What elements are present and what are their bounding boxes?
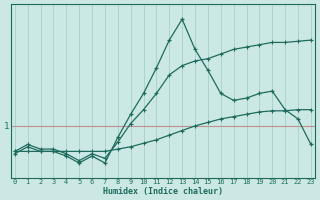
X-axis label: Humidex (Indice chaleur): Humidex (Indice chaleur) (103, 187, 223, 196)
